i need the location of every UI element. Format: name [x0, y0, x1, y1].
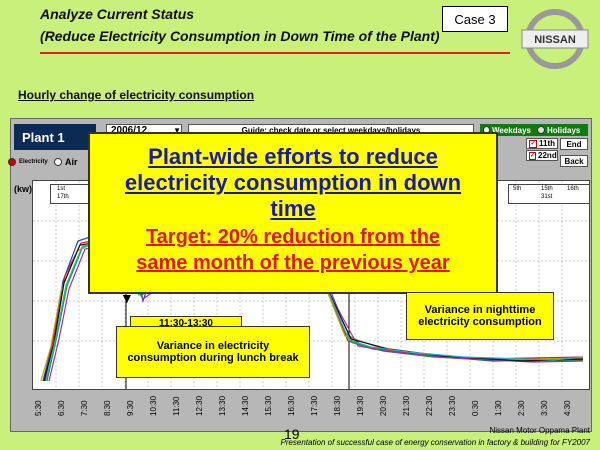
section-subtitle: Hourly change of electricity consumption — [18, 88, 255, 102]
tick-label: 6:30 — [57, 400, 66, 416]
day-checkbox-11th[interactable]: ✓ 11th — [526, 138, 558, 149]
target-line: Target: 20% reduction from the — [145, 226, 441, 248]
page-number: 19 — [284, 426, 300, 442]
slide-title-line1: Analyze Current Status — [40, 6, 195, 22]
title-underline — [40, 52, 510, 54]
tick-label: 4:30 — [563, 400, 572, 416]
callout-line: Plant-wide efforts to reduce — [148, 144, 438, 169]
tick-label: 1:30 — [494, 400, 503, 416]
radio-icon — [54, 158, 62, 166]
target-line: same month of the previous year — [136, 252, 450, 274]
date-value: 2006/12 — [111, 124, 148, 136]
radio-electricity[interactable]: Electricity — [8, 156, 48, 168]
night-callout: Variance in nighttime electricity consum… — [406, 292, 554, 340]
tick-label: 16:30 — [287, 395, 296, 416]
tick-label: 11:30 — [172, 396, 181, 416]
tick-label: 14:30 — [241, 395, 250, 416]
radio-icon — [537, 126, 545, 134]
tick-label: 7:30 — [80, 400, 89, 416]
footer-presentation: Presentation of successful case of energ… — [280, 438, 590, 447]
tick-label: 17:30 — [310, 395, 319, 416]
legend-item: 15th — [541, 186, 553, 192]
chart-legend-right: 5th 15th 16th 31st — [508, 184, 590, 204]
time-axis: 5:30 6:30 7:30 8:30 9:30 10:30 11:30 12:… — [32, 388, 588, 418]
tick-label: 20:30 — [379, 395, 388, 416]
chevron-down-icon: ▼ — [173, 125, 181, 135]
callout-line: time — [270, 196, 316, 221]
legend-item: 1st — [57, 186, 66, 192]
tick-label: 13:30 — [218, 395, 227, 416]
tick-label: 21:30 — [402, 395, 411, 416]
tick-label: 8:30 — [103, 400, 112, 416]
radio-air[interactable]: Air — [54, 156, 78, 168]
tick-label: 0:30 — [471, 400, 480, 416]
svg-text:NISSAN: NISSAN — [534, 34, 576, 46]
legend-item: 31st — [541, 194, 553, 200]
end-button[interactable]: End — [560, 138, 588, 150]
tick-label: 9:30 — [126, 400, 135, 416]
tick-label: 18:30 — [333, 395, 342, 416]
legend-item: 16th — [567, 186, 579, 192]
tick-label: 23:30 — [448, 395, 457, 416]
plant-label: Plant 1 — [14, 124, 96, 150]
y-axis-unit: (kw) — [14, 184, 32, 194]
tick-label: 19:30 — [356, 395, 365, 416]
legend-item: 5th — [513, 186, 522, 192]
main-callout: Plant-wide efforts to reduce electricity… — [88, 132, 498, 294]
check-icon: ✓ — [529, 151, 537, 160]
tick-label: 2:30 — [517, 400, 526, 416]
tick-label: 12:30 — [195, 395, 204, 416]
radio-icon — [8, 158, 16, 166]
day-checkbox-22nd[interactable]: ✓ 22nd — [526, 150, 558, 161]
chart-legend-left: 1st 17th — [50, 184, 92, 204]
footer-plant: Nissan Motor Oppama Plant — [489, 426, 591, 435]
tick-label: 5:30 — [34, 400, 43, 416]
tick-label: 15:30 — [264, 395, 273, 416]
lunch-callout: Variance in electricity consumption duri… — [116, 326, 310, 378]
tab-holidays[interactable]: Holidays — [534, 124, 588, 136]
tick-label: 3:30 — [540, 400, 549, 416]
callout-line: electricity consumption in down — [124, 170, 462, 195]
nissan-logo: NISSAN — [520, 4, 590, 74]
tick-label: 22:30 — [425, 395, 434, 416]
check-icon: ✓ — [529, 139, 537, 148]
legend-item: 17th — [57, 194, 69, 200]
tick-label: 10:30 — [149, 395, 158, 416]
arrow-down-icon: ▼ — [120, 290, 134, 306]
slide-title-line2: (Reduce Electricity Consumption in Down … — [40, 28, 440, 44]
case-label: Case 3 — [442, 6, 508, 32]
back-button[interactable]: Back — [560, 155, 588, 167]
